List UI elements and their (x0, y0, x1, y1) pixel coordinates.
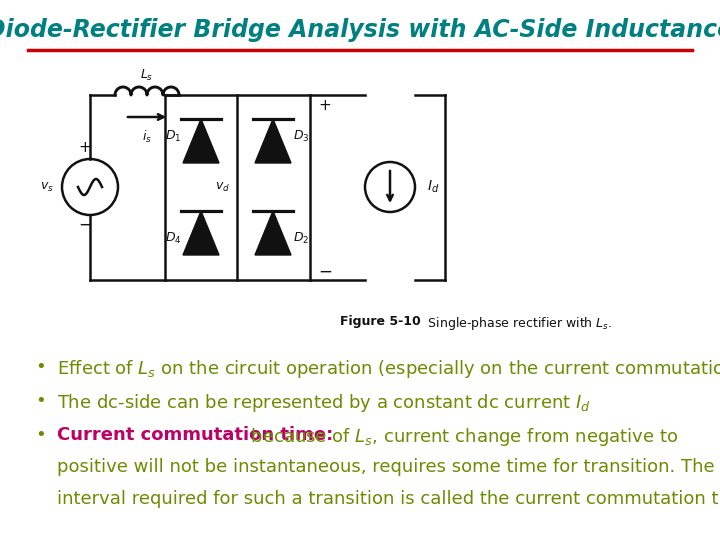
Text: positive will not be instantaneous, requires some time for transition. The time: positive will not be instantaneous, requ… (57, 458, 720, 476)
Text: +: + (318, 98, 330, 112)
Polygon shape (183, 119, 219, 163)
Text: Single-phase rectifier with $L_s$.: Single-phase rectifier with $L_s$. (420, 315, 612, 332)
Text: $D_4$: $D_4$ (165, 231, 181, 246)
Text: $v_s$: $v_s$ (40, 180, 54, 193)
Text: Current commutation time:: Current commutation time: (57, 426, 333, 444)
Text: −: − (78, 216, 92, 234)
Text: •: • (35, 426, 46, 444)
Text: −: − (318, 263, 332, 281)
Text: $D_3$: $D_3$ (293, 129, 310, 144)
Polygon shape (255, 119, 291, 163)
Text: $D_2$: $D_2$ (293, 231, 309, 246)
Text: •: • (35, 358, 46, 376)
Text: Diode-Rectifier Bridge Analysis with AC-Side Inductance: Diode-Rectifier Bridge Analysis with AC-… (0, 18, 720, 42)
Text: $D_1$: $D_1$ (165, 129, 181, 144)
Text: $I_d$: $I_d$ (427, 179, 439, 195)
Text: +: + (78, 139, 91, 154)
Polygon shape (255, 211, 291, 255)
Text: Effect of $L_s$ on the circuit operation (especially on the current commutation): Effect of $L_s$ on the circuit operation… (57, 358, 720, 380)
Text: $v_d$: $v_d$ (215, 180, 230, 193)
Text: $i_s$: $i_s$ (142, 129, 152, 145)
Text: Figure 5-10: Figure 5-10 (340, 315, 420, 328)
Text: The dc-side can be represented by a constant dc current $I_d$: The dc-side can be represented by a cons… (57, 392, 590, 414)
Text: •: • (35, 392, 46, 410)
Text: because of $L_s$, current change from negative to: because of $L_s$, current change from ne… (245, 426, 678, 448)
Polygon shape (183, 211, 219, 255)
Text: interval required for such a transition is called the current commutation time.: interval required for such a transition … (57, 490, 720, 508)
Text: $L_s$: $L_s$ (140, 68, 153, 83)
